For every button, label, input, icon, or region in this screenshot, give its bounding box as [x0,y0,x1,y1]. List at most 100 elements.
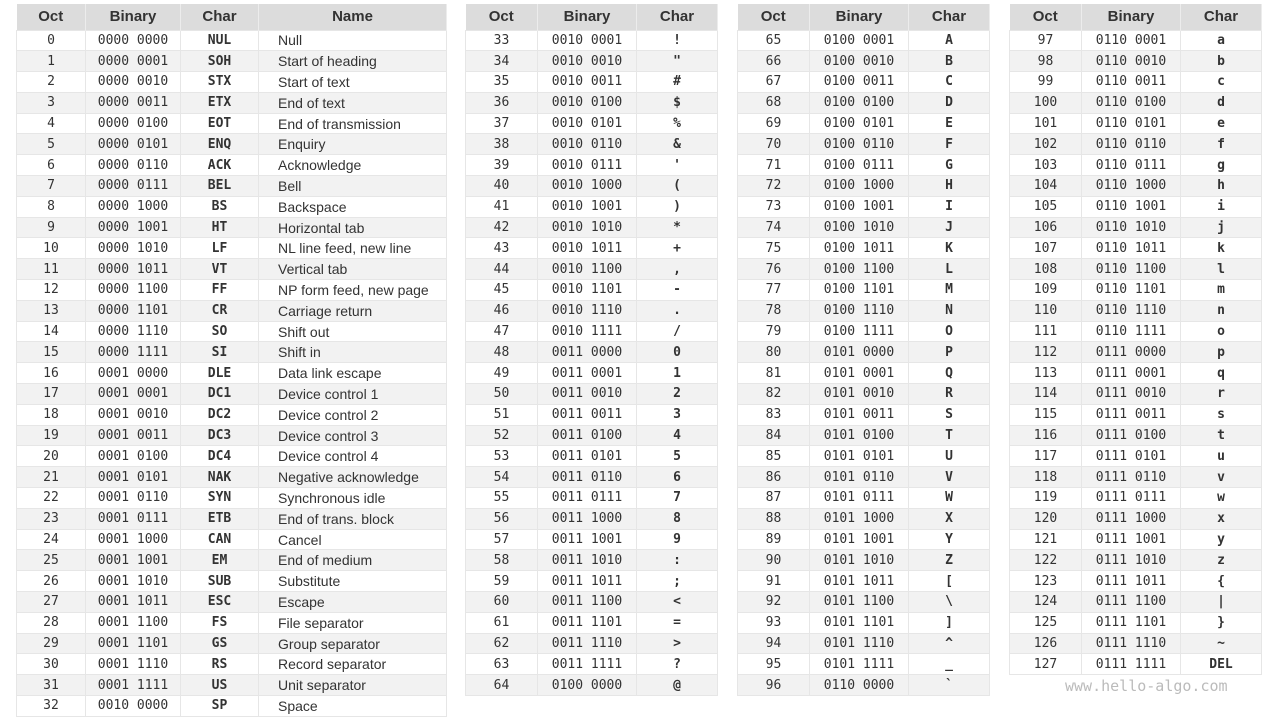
cell-oct: 90 [737,549,810,572]
cell-char: = [636,611,718,634]
column-header-binary: Binary [1081,4,1181,30]
cell-binary: 0100 0110 [809,133,909,156]
table-row: 30 0001 1110 RS Record separator [16,653,447,676]
cell-char: 5 [636,445,718,468]
cell-binary: 0101 1111 [809,653,909,676]
table-row: 90 0101 1010 Z [737,549,990,572]
cell-char: NAK [180,466,259,489]
cell-binary: 0111 1000 [1081,507,1181,530]
table-row: 116 0111 0100 t [1009,424,1262,447]
table-row: 11 0000 1011 VT Vertical tab [16,258,447,281]
cell-binary: 0110 1000 [1081,175,1181,197]
cell-binary: 0001 1111 [85,674,181,696]
table-row: 101 0110 0101 e [1009,112,1262,135]
cell-char: u [1180,445,1262,468]
table-row: 22 0001 0110 SYN Synchronous idle [16,487,447,509]
table-row: 45 0010 1101- [465,279,718,301]
table-row: 81 0101 0001 Q [737,362,990,385]
cell-binary: 0011 0010 [537,383,637,405]
table-row: 70 0100 0110 F [737,133,990,156]
cell-char: ] [908,611,990,634]
cell-oct: 122 [1009,549,1082,572]
cell-name: NL line feed, new line [258,237,447,260]
cell-binary: 0110 0010 [1081,50,1181,73]
table-row: 28 0001 1100 FS File separator [16,611,447,634]
table-row: 79 0100 1111 O [737,320,990,343]
cell-binary: 0100 0101 [809,112,909,135]
cell-binary: 0011 0111 [537,487,637,509]
cell-oct: 98 [1009,50,1082,73]
cell-oct: 6 [16,154,86,177]
cell-oct: 83 [737,403,810,426]
cell-binary: 0100 0000 [537,674,637,696]
table-row: 118 0111 0110 v [1009,466,1262,489]
cell-oct: 107 [1009,237,1082,260]
cell-oct: 61 [465,611,538,634]
cell-char: SO [180,320,259,343]
cell-name: Record separator [258,653,447,676]
cell-oct: 87 [737,487,810,509]
cell-binary: 0000 0001 [85,50,181,73]
table-row: 99 0110 0011 c [1009,71,1262,93]
cell-name: Cancel [258,528,447,551]
table-row: 107 0110 1011 k [1009,237,1262,260]
cell-name: End of trans. block [258,507,447,530]
cell-oct: 75 [737,237,810,260]
watermark: www.hello-algo.com [1065,677,1228,695]
table-row: 65 0100 0001 A [737,29,990,52]
table-row: 122 0111 1010 z [1009,549,1262,572]
table-row: 57 0011 1001 9 [465,528,718,551]
cell-binary: 0100 1001 [809,195,909,218]
cell-binary: 0100 1101 [809,279,909,301]
cell-binary: 0111 0011 [1081,403,1181,426]
table-row: 127 0111 1111 DEL [1009,653,1262,676]
column-header-binary: Binary [537,4,637,30]
cell-char: R [908,383,990,405]
cell-oct: 58 [465,549,538,572]
cell-char: H [908,175,990,197]
cell-char: > [636,632,718,655]
table-row: 17 0001 0001 DC1 Device control 1 [16,383,447,405]
cell-oct: 10 [16,237,86,260]
table-row: 76 0100 1100 L [737,258,990,281]
cell-char: y [1180,528,1262,551]
cell-oct: 16 [16,362,86,385]
cell-name: Device control 4 [258,445,447,468]
cell-name: Horizontal tab [258,216,447,239]
cell-oct: 81 [737,362,810,385]
cell-oct: 8 [16,195,86,218]
cell-char: ETX [180,91,259,114]
cell-binary: 0010 1101 [537,279,637,301]
cell-char: } [1180,611,1262,634]
table-row: 72 0100 1000 H [737,175,990,197]
cell-oct: 14 [16,320,86,343]
table-row: 85 0101 0101 U [737,445,990,468]
cell-oct: 51 [465,403,538,426]
cell-char: V [908,466,990,489]
cell-char: { [1180,570,1262,593]
cell-char: 4 [636,424,718,447]
table-row: 49 0011 0001 1 [465,362,718,385]
cell-binary: 0010 0010 [537,50,637,73]
cell-binary: 0011 0101 [537,445,637,468]
table-row: 111 0110 1111 o [1009,320,1262,343]
cell-oct: 73 [737,195,810,218]
cell-name: End of medium [258,549,447,572]
cell-char: J [908,216,990,239]
cell-char: j [1180,216,1262,239]
cell-char: f [1180,133,1262,156]
cell-char: r [1180,383,1262,405]
cell-name: Negative acknowledge [258,466,447,489]
cell-oct: 92 [737,591,810,613]
table-row: 58 0011 1010: [465,549,718,572]
cell-name: Unit separator [258,674,447,696]
cell-oct: 42 [465,216,538,239]
cell-char: 9 [636,528,718,551]
cell-char: LF [180,237,259,260]
cell-oct: 25 [16,549,86,572]
cell-oct: 1 [16,50,86,73]
table-row: 98 0110 0010 b [1009,50,1262,73]
cell-oct: 103 [1009,154,1082,177]
cell-char: F [908,133,990,156]
cell-binary: 0000 1101 [85,299,181,322]
